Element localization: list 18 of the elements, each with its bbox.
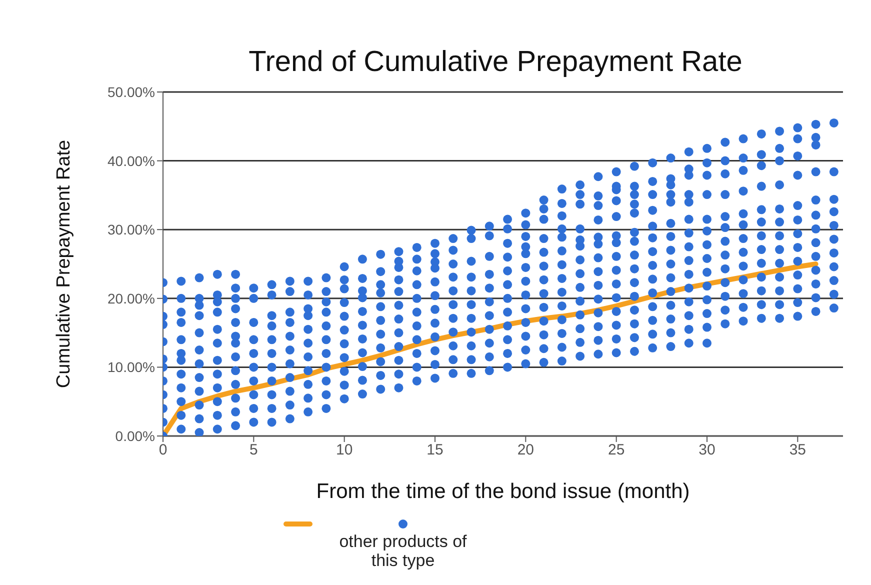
y-tick-label: 30.00% — [108, 222, 155, 238]
x-axis-title: From the time of the bond issue (month) — [316, 480, 690, 503]
x-tick-label: 30 — [698, 442, 716, 459]
legend-label: other products of this type — [338, 532, 468, 570]
x-tick-label: 0 — [158, 442, 168, 459]
y-tick-label: 20.00% — [108, 290, 155, 306]
x-tick-label: 20 — [517, 442, 534, 459]
chart-title: Trend of Cumulative Prepayment Rate — [248, 46, 742, 78]
x-tick-label: 10 — [336, 442, 353, 459]
y-axis-title: Cumulative Prepayment Rate — [54, 140, 75, 388]
x-tick-label: 5 — [249, 442, 258, 459]
y-tick-label: 50.00% — [108, 84, 155, 100]
x-tick-label: 15 — [426, 442, 444, 459]
x-tick-label: 25 — [608, 442, 625, 459]
x-tick-label: 35 — [789, 442, 806, 459]
y-tick-label: 0.00% — [115, 428, 155, 444]
y-tick-label: 40.00% — [108, 152, 155, 169]
y-tick-label: 10.00% — [108, 359, 155, 376]
